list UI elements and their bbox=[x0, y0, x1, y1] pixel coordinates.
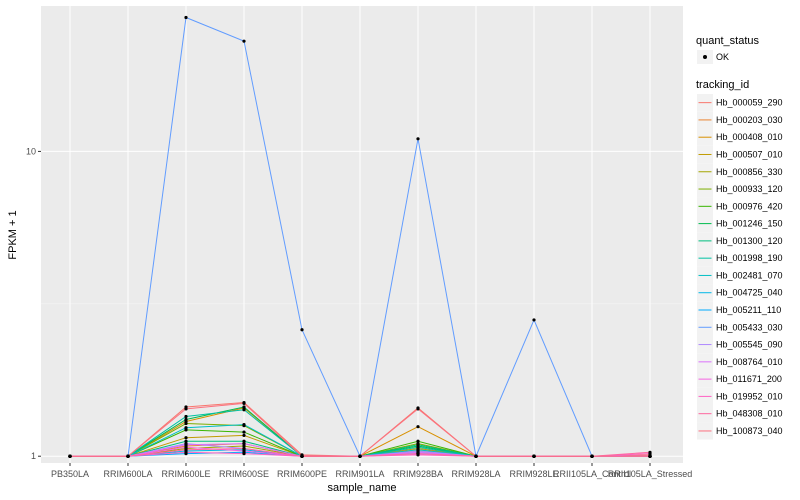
legend-label-Hb_000856_330: Hb_000856_330 bbox=[716, 167, 783, 177]
x-tick-label: RRIM600PE bbox=[277, 469, 327, 479]
data-point bbox=[416, 407, 420, 411]
legend-label-Hb_000203_030: Hb_000203_030 bbox=[716, 115, 783, 125]
data-point bbox=[648, 450, 652, 454]
legend-label-Hb_004725_040: Hb_004725_040 bbox=[716, 288, 783, 298]
x-tick-label: RRIM901LA bbox=[335, 469, 384, 479]
data-point bbox=[242, 449, 246, 453]
data-point bbox=[68, 454, 72, 458]
legend-label-Hb_000507_010: Hb_000507_010 bbox=[716, 149, 783, 159]
legend-label-Hb_011671_200: Hb_011671_200 bbox=[716, 374, 782, 384]
legend-label-Hb_001300_120: Hb_001300_120 bbox=[716, 236, 783, 246]
x-tick-label: RRIM600LE bbox=[161, 469, 210, 479]
y-axis: 1 10 bbox=[26, 146, 41, 461]
legend-label-Hb_000976_420: Hb_000976_420 bbox=[716, 201, 783, 211]
grid-lines bbox=[41, 6, 683, 463]
legend-label-Hb_000059_290: Hb_000059_290 bbox=[716, 98, 783, 108]
y-tick-label: 10 bbox=[26, 146, 36, 156]
data-point bbox=[416, 451, 420, 456]
series-points bbox=[68, 15, 652, 458]
data-point bbox=[184, 443, 188, 447]
data-point bbox=[358, 454, 362, 458]
legend-label-Hb_000408_010: Hb_000408_010 bbox=[716, 132, 783, 142]
data-point bbox=[300, 328, 304, 332]
x-tick-label: RRII105LA_Stressed bbox=[608, 469, 693, 479]
panel-background bbox=[41, 6, 683, 463]
x-axis-title: sample_name bbox=[327, 482, 396, 494]
x-tick-label: RRII105LA_Control bbox=[553, 469, 631, 479]
x-tick-label: RRIM600SE bbox=[219, 469, 269, 479]
legend-label-Hb_001998_190: Hb_001998_190 bbox=[716, 253, 783, 263]
data-point bbox=[242, 446, 246, 451]
data-point bbox=[648, 454, 652, 458]
data-point bbox=[242, 444, 246, 448]
legend-label-Hb_019952_010: Hb_019952_010 bbox=[716, 391, 783, 401]
data-point bbox=[242, 441, 246, 446]
data-point bbox=[184, 426, 188, 430]
legend-label-Hb_005433_030: Hb_005433_030 bbox=[716, 322, 783, 332]
data-point bbox=[184, 417, 188, 422]
data-point bbox=[184, 445, 188, 449]
x-tick-label: RRIM928LE bbox=[509, 469, 558, 479]
data-point bbox=[184, 436, 188, 440]
data-point bbox=[416, 137, 420, 141]
data-point bbox=[184, 421, 188, 426]
x-axis: PB350LA RRIM600LA RRIM600LE RRIM600SE RRIM60… bbox=[51, 463, 692, 479]
data-point bbox=[242, 430, 246, 434]
data-point bbox=[126, 454, 130, 458]
data-point bbox=[300, 454, 304, 458]
data-point bbox=[184, 407, 188, 411]
legend: quant_status OK tracking_id Hb_000059_29… bbox=[696, 35, 783, 440]
data-point bbox=[416, 425, 420, 429]
legend-label-Hb_048308_010: Hb_048308_010 bbox=[716, 409, 783, 419]
data-point bbox=[184, 15, 188, 20]
data-point bbox=[242, 39, 246, 43]
y-tick-label: 1 bbox=[31, 451, 36, 461]
x-tick-label: RRIM600LA bbox=[103, 469, 152, 479]
data-point bbox=[590, 454, 594, 458]
data-point bbox=[184, 439, 188, 443]
data-point bbox=[242, 451, 246, 456]
x-tick-label: PB350LA bbox=[51, 469, 89, 479]
legend-label-Hb_005211_110: Hb_005211_110 bbox=[716, 305, 781, 315]
legend-label-Hb_002481_070: Hb_002481_070 bbox=[716, 270, 783, 280]
data-point bbox=[416, 443, 420, 447]
data-point bbox=[242, 439, 246, 443]
data-point bbox=[242, 433, 246, 438]
data-point bbox=[242, 401, 246, 406]
data-point bbox=[532, 318, 536, 322]
legend-items: Hb_000059_290 Hb_000203_030 Hb_000408_010 H… bbox=[697, 94, 783, 440]
legend-quant-status-title: quant_status bbox=[696, 35, 759, 47]
x-tick-label: RRIM928LA bbox=[451, 469, 500, 479]
legend-label-Hb_000933_120: Hb_000933_120 bbox=[716, 184, 783, 194]
data-point bbox=[416, 439, 420, 443]
legend-label-Hb_001246_150: Hb_001246_150 bbox=[716, 219, 783, 229]
data-point bbox=[416, 445, 420, 449]
data-point bbox=[184, 450, 188, 454]
x-tick-label: RRIM928BA bbox=[393, 469, 443, 479]
legend-ok-point bbox=[703, 55, 707, 59]
data-point bbox=[532, 454, 536, 458]
legend-tracking-id-title: tracking_id bbox=[696, 79, 749, 91]
data-point bbox=[474, 454, 478, 458]
y-axis-title: FPKM + 1 bbox=[7, 210, 19, 259]
legend-label-Hb_100873_040: Hb_100873_040 bbox=[716, 426, 783, 436]
legend-label-Hb_008764_010: Hb_008764_010 bbox=[716, 357, 783, 367]
data-point bbox=[184, 448, 188, 452]
legend-label-Hb_005545_090: Hb_005545_090 bbox=[716, 340, 783, 350]
data-point bbox=[242, 422, 246, 427]
legend-ok-label: OK bbox=[716, 52, 729, 62]
data-point bbox=[242, 408, 246, 412]
data-point bbox=[242, 405, 246, 409]
data-point bbox=[184, 414, 188, 419]
